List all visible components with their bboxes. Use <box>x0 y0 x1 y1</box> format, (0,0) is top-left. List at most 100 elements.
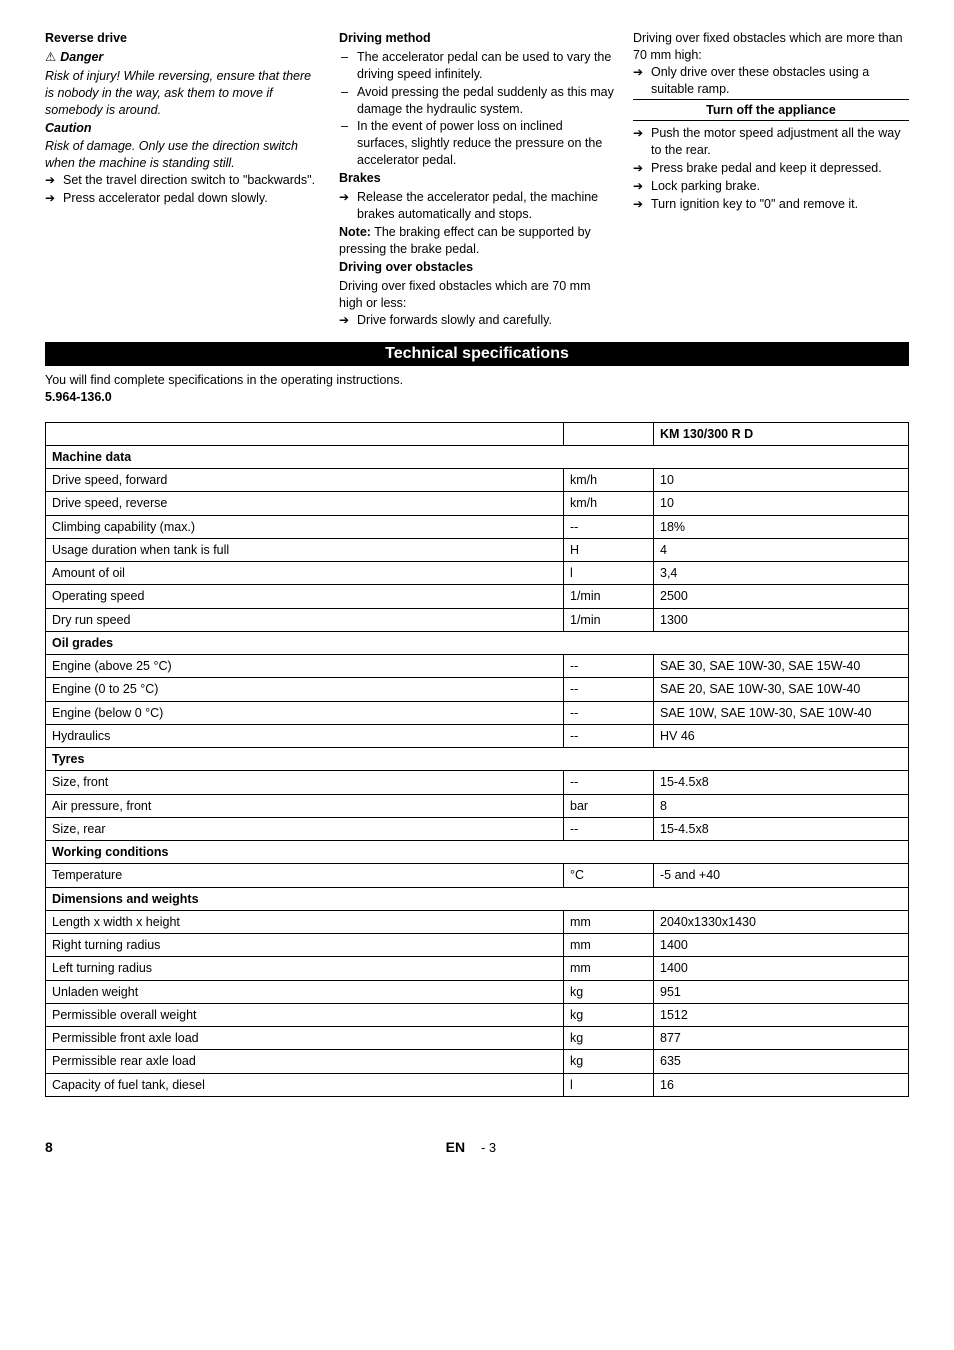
note-prefix: Note: <box>339 225 371 239</box>
spec-value: 2500 <box>654 585 909 608</box>
spec-unit: mm <box>564 934 654 957</box>
danger-label: ⚠Danger <box>45 49 321 66</box>
danger-text-label: Danger <box>60 50 103 64</box>
col3-intro: Driving over fixed obstacles which are m… <box>633 30 909 64</box>
spec-label: Permissible rear axle load <box>46 1050 564 1073</box>
heading-reverse-drive: Reverse drive <box>45 30 321 47</box>
table-row: Temperature°C-5 and +40 <box>46 864 909 887</box>
spec-value: -5 and +40 <box>654 864 909 887</box>
spec-unit: -- <box>564 724 654 747</box>
table-row: Climbing capability (max.)--18% <box>46 515 909 538</box>
caution-label: Caution <box>45 120 321 137</box>
list-item: In the event of power loss on inclined s… <box>339 118 615 169</box>
table-row: Left turning radiusmm1400 <box>46 957 909 980</box>
spec-label: Unladen weight <box>46 980 564 1003</box>
brakes-bullets: Release the accelerator pedal, the machi… <box>339 189 615 223</box>
list-item: Release the accelerator pedal, the machi… <box>339 189 615 223</box>
spec-value: SAE 20, SAE 10W-30, SAE 10W-40 <box>654 678 909 701</box>
spec-label: Permissible front axle load <box>46 1027 564 1050</box>
spec-label: Temperature <box>46 864 564 887</box>
spec-intro: You will find complete specifications in… <box>45 372 909 406</box>
spec-unit: kg <box>564 980 654 1003</box>
spec-unit: kg <box>564 1050 654 1073</box>
spec-value: 1300 <box>654 608 909 631</box>
spec-unit: -- <box>564 701 654 724</box>
spec-value: HV 46 <box>654 724 909 747</box>
heading-driving-method: Driving method <box>339 30 615 47</box>
spec-unit: -- <box>564 817 654 840</box>
page-number: 8 <box>45 1139 53 1155</box>
table-row: Engine (below 0 °C)--SAE 10W, SAE 10W-30… <box>46 701 909 724</box>
heading-brakes: Brakes <box>339 170 615 187</box>
note-line: Note: The braking effect can be supporte… <box>339 224 615 258</box>
spec-value: 8 <box>654 794 909 817</box>
spec-unit: kg <box>564 1003 654 1026</box>
spec-label: Size, front <box>46 771 564 794</box>
spec-value: 1400 <box>654 957 909 980</box>
spec-unit: -- <box>564 771 654 794</box>
list-item: Press accelerator pedal down slowly. <box>45 190 321 207</box>
spec-unit: l <box>564 562 654 585</box>
heading-obstacles: Driving over obstacles <box>339 259 615 276</box>
caution-body: Risk of damage. Only use the direction s… <box>45 138 321 172</box>
spec-label: Right turning radius <box>46 934 564 957</box>
spec-label: Amount of oil <box>46 562 564 585</box>
spec-label: Drive speed, reverse <box>46 492 564 515</box>
tech-spec-banner: Technical specifications <box>45 342 909 366</box>
spec-unit: bar <box>564 794 654 817</box>
spec-value: 877 <box>654 1027 909 1050</box>
spec-intro-text: You will find complete specifications in… <box>45 373 403 387</box>
table-row: Capacity of fuel tank, diesell16 <box>46 1073 909 1096</box>
spec-unit: -- <box>564 678 654 701</box>
footer-lang: EN <box>446 1139 465 1155</box>
obstacles-bullets: Drive forwards slowly and carefully. <box>339 312 615 329</box>
spec-value: 1400 <box>654 934 909 957</box>
table-row: Usage duration when tank is fullH4 <box>46 538 909 561</box>
spec-label: Engine (below 0 °C) <box>46 701 564 724</box>
obstacles-intro: Driving over fixed obstacles which are 7… <box>339 278 615 312</box>
table-row: Engine (0 to 25 °C)--SAE 20, SAE 10W-30,… <box>46 678 909 701</box>
table-row: Dry run speed1/min1300 <box>46 608 909 631</box>
spec-table: KM 130/300 R DMachine dataDrive speed, f… <box>45 422 909 1097</box>
spec-label: Size, rear <box>46 817 564 840</box>
spec-unit: mm <box>564 957 654 980</box>
spec-value: 1512 <box>654 1003 909 1026</box>
danger-body: Risk of injury! While reversing, ensure … <box>45 68 321 119</box>
spec-label: Left turning radius <box>46 957 564 980</box>
col2-dash-list: The accelerator pedal can be used to var… <box>339 49 615 169</box>
list-item: Press brake pedal and keep it depressed. <box>633 160 909 177</box>
spec-unit: -- <box>564 515 654 538</box>
table-row: Size, rear--15-4.5x8 <box>46 817 909 840</box>
list-item: Push the motor speed adjustment all the … <box>633 125 909 159</box>
spec-label: Usage duration when tank is full <box>46 538 564 561</box>
table-row: Permissible front axle loadkg877 <box>46 1027 909 1050</box>
spec-unit: 1/min <box>564 585 654 608</box>
list-item: Lock parking brake. <box>633 178 909 195</box>
table-row: Length x width x heightmm2040x1330x1430 <box>46 910 909 933</box>
spec-label: Dry run speed <box>46 608 564 631</box>
spec-unit: l <box>564 1073 654 1096</box>
column-1: Reverse drive ⚠Danger Risk of injury! Wh… <box>45 30 321 330</box>
list-item: Avoid pressing the pedal suddenly as thi… <box>339 84 615 118</box>
spec-unit: 1/min <box>564 608 654 631</box>
list-item: Drive forwards slowly and carefully. <box>339 312 615 329</box>
column-2: Driving method The accelerator pedal can… <box>339 30 615 330</box>
table-row: Drive speed, reversekm/h10 <box>46 492 909 515</box>
table-row: Permissible overall weightkg1512 <box>46 1003 909 1026</box>
spec-doc-number: 5.964-136.0 <box>45 390 112 404</box>
spec-value: 10 <box>654 469 909 492</box>
table-row: Permissible rear axle loadkg635 <box>46 1050 909 1073</box>
spec-unit: -- <box>564 655 654 678</box>
table-row: Engine (above 25 °C)--SAE 30, SAE 10W-30… <box>46 655 909 678</box>
spec-value: 635 <box>654 1050 909 1073</box>
spec-value: 10 <box>654 492 909 515</box>
spec-value: 4 <box>654 538 909 561</box>
spec-value: 3,4 <box>654 562 909 585</box>
table-row: Air pressure, frontbar8 <box>46 794 909 817</box>
spec-label: Air pressure, front <box>46 794 564 817</box>
list-item: The accelerator pedal can be used to var… <box>339 49 615 83</box>
spec-label: Hydraulics <box>46 724 564 747</box>
spec-label: Engine (above 25 °C) <box>46 655 564 678</box>
page-footer: 8 EN - 3 <box>45 1139 909 1155</box>
table-row: Operating speed1/min2500 <box>46 585 909 608</box>
